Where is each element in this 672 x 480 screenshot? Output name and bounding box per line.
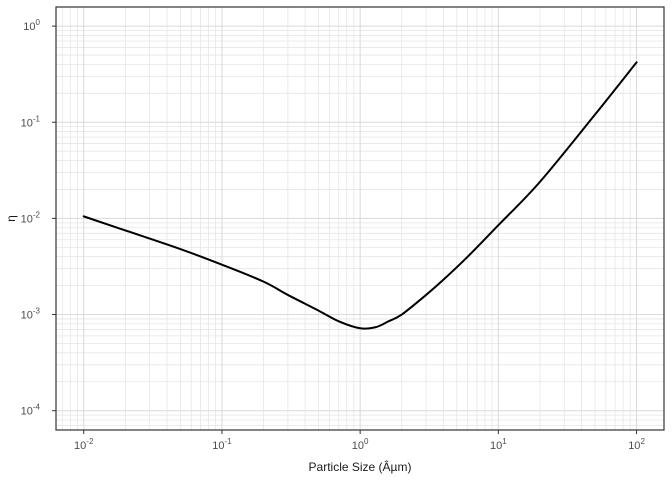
x-tick-label: 101 [490,437,507,452]
series-line [82,61,638,330]
x-tick-label: 10-1 [212,437,232,452]
x-tick-label: 10-2 [74,437,94,452]
y-tick-label: 100 [23,18,40,33]
y-tick-label: 10-4 [21,403,41,418]
x-tick-label: 102 [628,437,645,452]
y-axis-title: η [4,215,18,222]
series-layer [82,61,638,330]
x-tick-label: 100 [352,437,369,452]
x-axis-ticks: 10-2 10-1 100 101 102 [74,430,645,452]
y-tick-label: 10-3 [21,307,41,322]
x-axis-title: Particle Size (Âµm) [309,459,412,474]
major-gridlines [56,7,664,430]
y-tick-label: 10-1 [21,114,41,129]
y-axis-ticks: 10-4 10-3 10-2 10-1 100 [21,18,56,418]
y-tick-label: 10-2 [21,210,41,225]
